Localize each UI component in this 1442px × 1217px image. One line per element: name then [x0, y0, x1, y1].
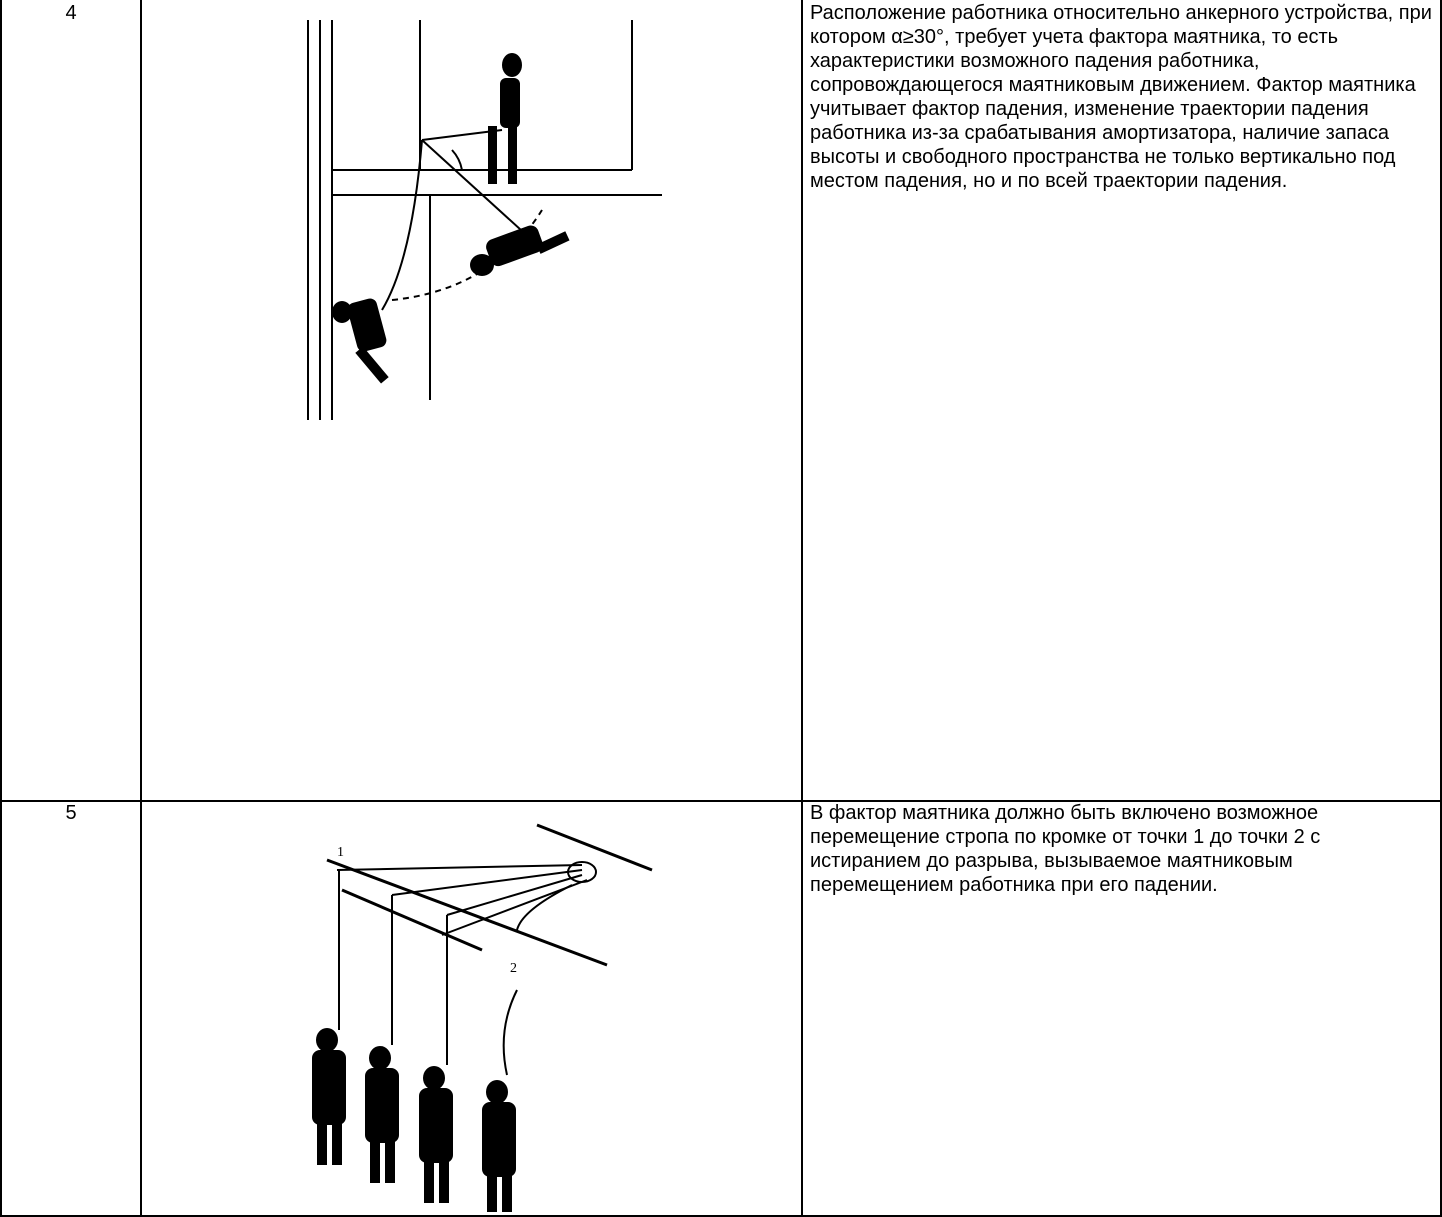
figure-cell: 1 2: [140, 800, 801, 1217]
description: В фактор маятника должно быть включено в…: [801, 800, 1442, 1217]
worker-icons: [312, 1028, 516, 1212]
pendulum-figure: [307, 20, 662, 420]
description: Расположение работника относительно анке…: [801, 0, 1442, 802]
edge-figure: 1 2: [312, 823, 653, 1212]
point-label: 1: [337, 845, 344, 860]
row-number: 5: [0, 800, 140, 1217]
row-number: 4: [0, 0, 140, 802]
point-label: 2: [510, 961, 517, 976]
figure-cell: [140, 0, 801, 802]
worker-icons: [332, 53, 570, 384]
